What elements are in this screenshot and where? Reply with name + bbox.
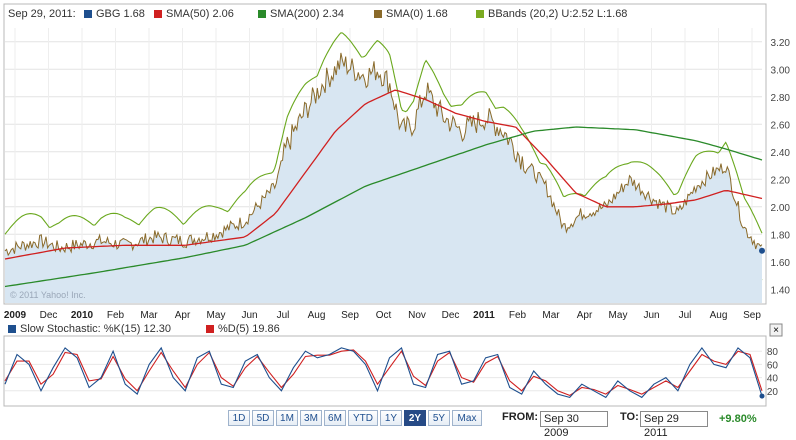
range-button-ytd[interactable]: YTD <box>348 410 378 426</box>
legend-swatch-sma50 <box>154 10 162 18</box>
legend-gbg: GBG 1.68 <box>96 8 145 20</box>
legend-swatch-sma0 <box>374 10 382 18</box>
legend-date: Sep 29, 2011: <box>8 8 76 20</box>
price-line-gbg <box>4 52 763 257</box>
from-label: FROM: <box>502 411 539 423</box>
x-tick-label: 2009 <box>4 310 27 320</box>
y-tick-label: 2.20 <box>771 175 791 186</box>
y-tick-label: 1.60 <box>771 258 791 269</box>
y-tick-label: 2.00 <box>771 203 791 214</box>
close-box[interactable] <box>769 323 783 337</box>
stochastic-chart: 20 40 60 80 Slow Stochastic: %K(15) 12.30 %… <box>3 323 783 407</box>
y-tick-label: 2.60 <box>771 120 791 131</box>
x-tick-label: 2011 <box>473 310 495 320</box>
to-label: TO: <box>620 411 639 423</box>
sma50-line <box>4 89 763 260</box>
stoch-y-tick: 60 <box>767 360 779 371</box>
price-y-ticks: 1.40 1.60 1.80 2.00 2.20 2.40 2.60 2.80 3.00 3.20 <box>771 38 791 297</box>
range-button-3m[interactable]: 3M <box>300 410 322 426</box>
from-date-input[interactable]: Sep 30 2009 <box>540 411 608 439</box>
close-stoch-button[interactable]: × <box>769 323 783 337</box>
x-tick-label: Apr <box>175 310 191 320</box>
stoch-d-label: %D(5) 19.86 <box>218 323 280 335</box>
stoch-y-tick: 80 <box>767 347 779 358</box>
legend-sma0: SMA(0) 1.68 <box>386 8 448 20</box>
range-selector: 1D 5D 1M 3M 6M YTD 1Y 2Y 5Y Max <box>228 410 484 428</box>
y-tick-label: 1.40 <box>771 285 791 296</box>
sma200-line <box>4 126 763 288</box>
range-button-6m[interactable]: 6M <box>324 410 346 426</box>
x-tick-label: Jul <box>277 310 290 320</box>
watermark: © 2011 Yahoo! Inc. <box>10 290 86 300</box>
range-button-1m[interactable]: 1M <box>276 410 298 426</box>
stoch-d-line <box>4 349 763 397</box>
y-tick-label: 1.80 <box>771 230 791 241</box>
stoch-swatch-k <box>8 325 16 333</box>
legend: Sep 29, 2011: GBG 1.68 SMA(50) 2.06 SMA(… <box>8 8 627 20</box>
last-price-marker <box>759 247 765 254</box>
legend-swatch-bbands <box>476 10 484 18</box>
stoch-k-label: Slow Stochastic: %K(15) 12.30 <box>20 323 171 335</box>
bband-upper <box>4 32 763 235</box>
legend-sma50: SMA(50) 2.06 <box>166 8 234 20</box>
x-tick-label: Mar <box>542 310 560 320</box>
stoch-y-tick: 40 <box>767 374 779 385</box>
stochastic-y-ticks: 20 40 60 80 <box>767 347 779 398</box>
legend-swatch-gbg <box>84 10 92 18</box>
price-chart: 1.40 1.60 1.80 2.00 2.20 2.40 2.60 2.80 3.00 3.20… <box>3 3 791 320</box>
stoch-k-line <box>4 346 763 399</box>
percent-change: +9.80% <box>719 413 757 425</box>
close-icon[interactable]: × <box>773 325 779 336</box>
x-tick-label: May <box>207 310 226 320</box>
range-button-1d[interactable]: 1D <box>228 410 250 426</box>
x-tick-label: May <box>609 310 628 320</box>
x-tick-label: Feb <box>107 310 125 320</box>
y-tick-label: 2.80 <box>771 93 791 104</box>
x-tick-label: 2010 <box>71 310 94 320</box>
x-tick-label: Nov <box>408 310 426 320</box>
range-button-1y[interactable]: 1Y <box>380 410 402 426</box>
x-tick-label: Mar <box>140 310 158 320</box>
x-tick-label: Oct <box>376 310 392 320</box>
legend-sma200: SMA(200) 2.34 <box>270 8 344 20</box>
price-series <box>4 52 765 304</box>
x-tick-label: Jun <box>241 310 257 320</box>
stochastic-series <box>4 346 765 399</box>
x-tick-label: Aug <box>710 310 728 320</box>
y-tick-label: 3.00 <box>771 65 791 76</box>
stoch-y-tick: 20 <box>767 387 779 398</box>
legend-swatch-sma200 <box>258 10 266 18</box>
stochastic-grid <box>5 350 762 392</box>
x-tick-label: Dec <box>442 310 460 320</box>
y-tick-label: 2.40 <box>771 148 791 159</box>
range-button-max[interactable]: Max <box>452 410 482 426</box>
to-date-input[interactable]: Sep 29 2011 <box>640 411 708 439</box>
x-tick-label: Sep <box>341 310 359 320</box>
x-tick-label: Sep <box>743 310 761 320</box>
x-tick-label: Dec <box>40 310 58 320</box>
x-tick-label: Aug <box>308 310 326 320</box>
range-button-2y[interactable]: 2Y <box>404 410 426 426</box>
stoch-last-marker <box>759 393 765 399</box>
x-tick-label: Jul <box>679 310 692 320</box>
y-tick-label: 3.20 <box>771 38 791 49</box>
price-x-ticks: 2009 Dec 2010 Feb Mar Apr May Jun Jul Aug Sep Oct No… <box>4 310 761 320</box>
x-tick-label: Apr <box>577 310 593 320</box>
x-tick-label: Jun <box>643 310 659 320</box>
legend-bbands: BBands (20,2) U:2.52 L:1.68 <box>488 8 627 20</box>
range-button-5d[interactable]: 5D <box>252 410 274 426</box>
stoch-swatch-d <box>206 325 214 333</box>
range-button-5y[interactable]: 5Y <box>428 410 450 426</box>
x-tick-label: Feb <box>509 310 527 320</box>
